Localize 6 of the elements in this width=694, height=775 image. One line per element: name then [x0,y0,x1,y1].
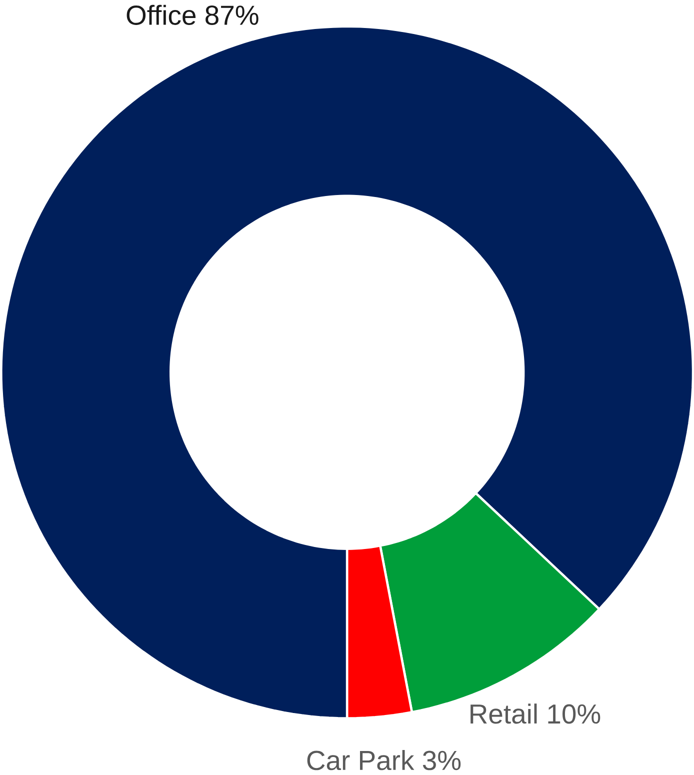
slice-label: Office [126,4,196,25]
slice-label: Car Park [307,750,414,770]
data-label: 87% [205,6,258,25]
data-label: 3% [422,750,460,770]
slice-label: Retail [470,704,537,724]
data-label: 10% [548,704,600,724]
